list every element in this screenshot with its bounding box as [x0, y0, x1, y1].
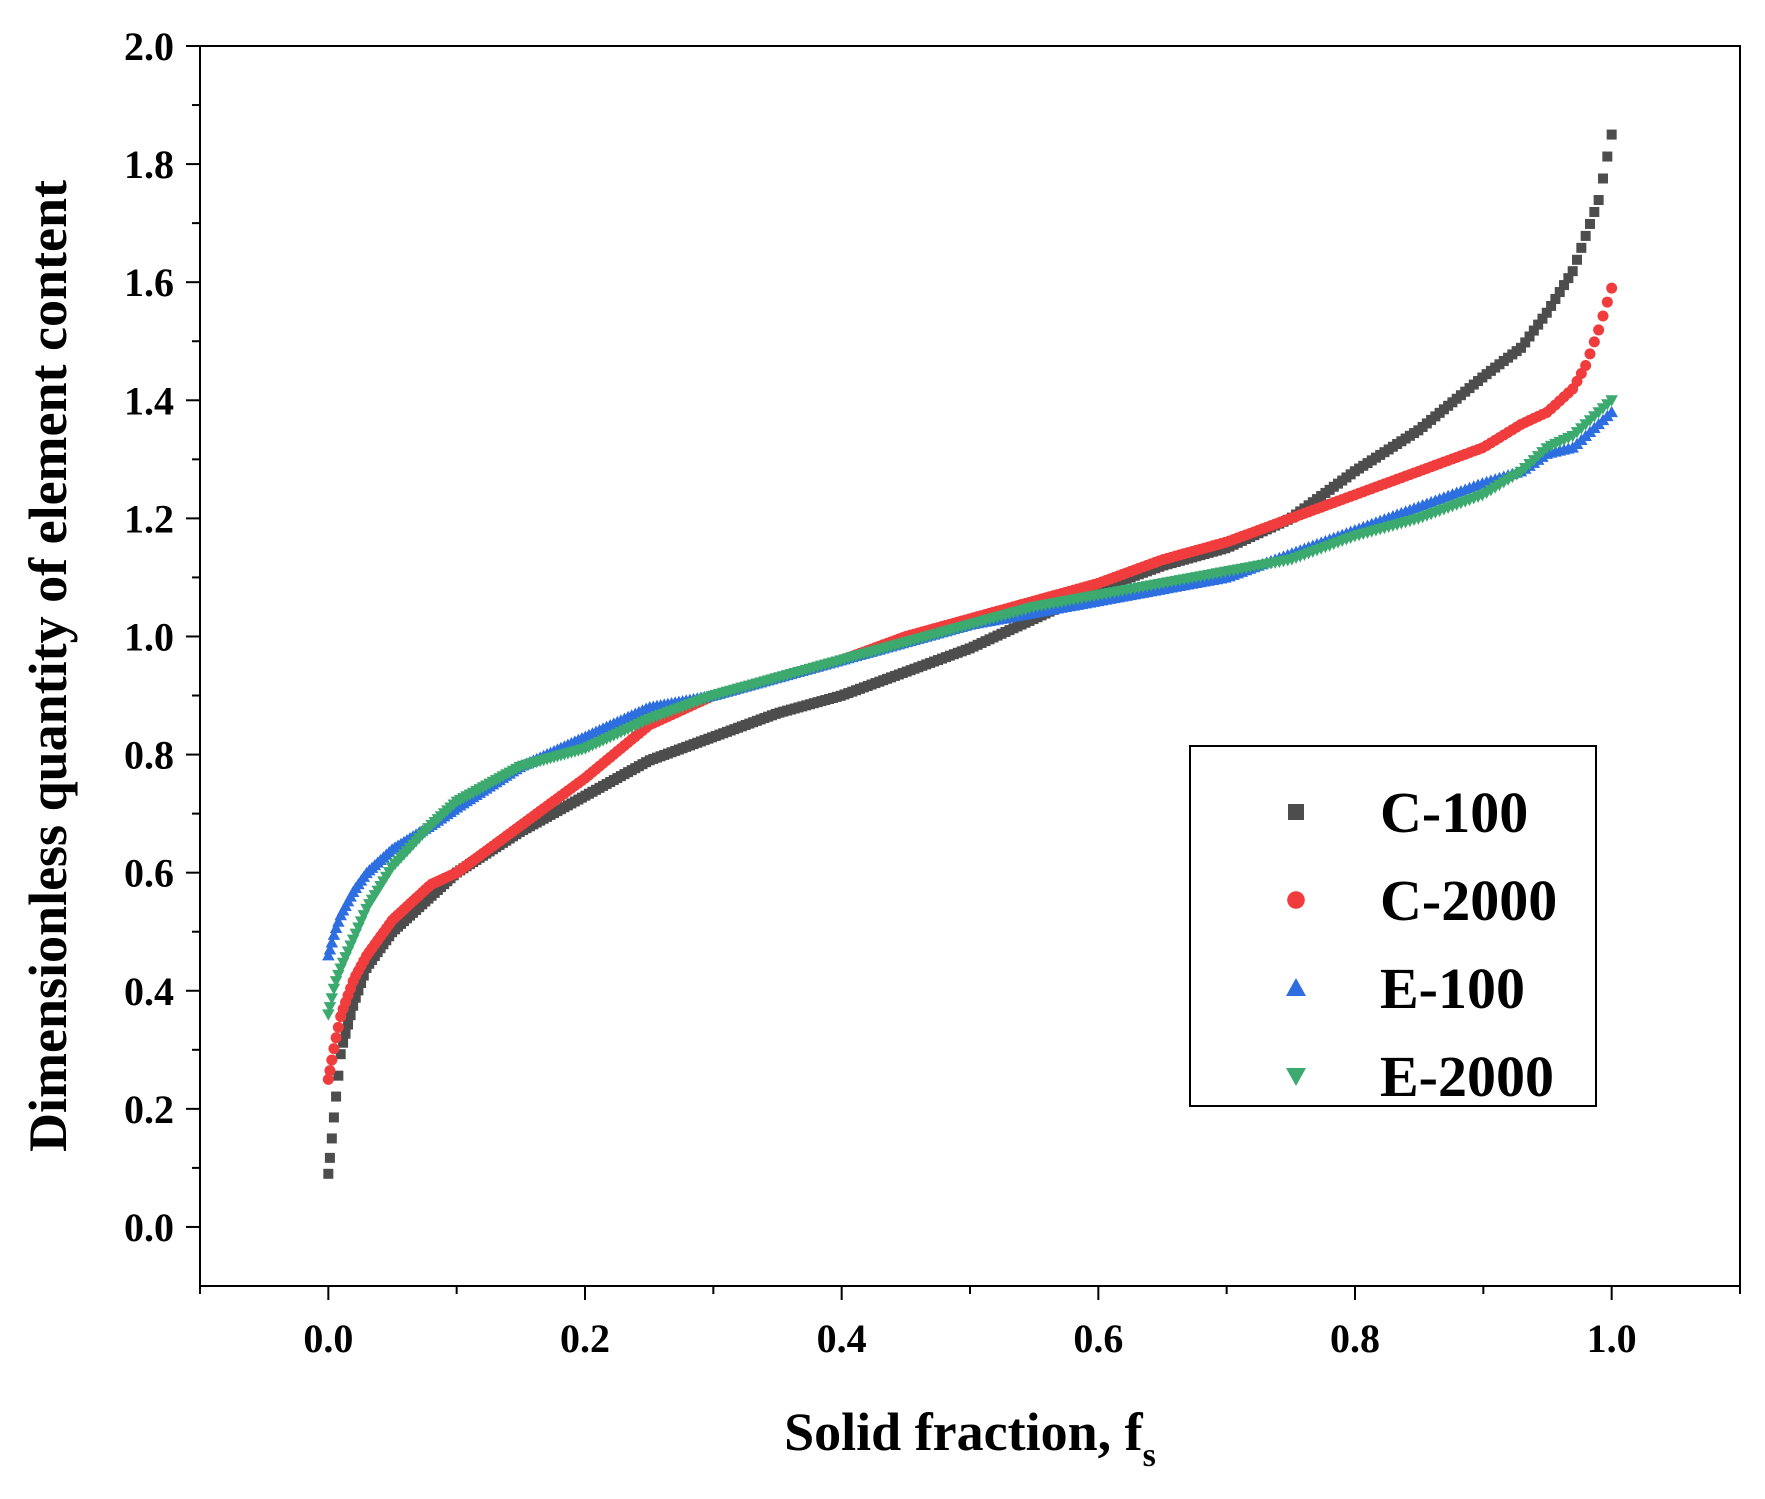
data-point — [328, 1043, 340, 1055]
data-point — [331, 1091, 342, 1102]
data-point — [1567, 266, 1578, 277]
data-point — [324, 1152, 335, 1163]
x-axis-title: Solid fraction, fs — [784, 1402, 1156, 1474]
data-point — [323, 943, 337, 955]
y-tick-label: 1.0 — [124, 614, 174, 659]
data-point — [324, 1065, 336, 1077]
data-point — [1554, 287, 1565, 298]
legend-marker — [1287, 891, 1305, 909]
data-point — [330, 1032, 342, 1044]
data-point — [340, 1028, 351, 1039]
data-point — [1588, 336, 1600, 348]
data-point — [358, 970, 369, 981]
x-axis-title-main: Solid fraction, f — [784, 1402, 1144, 1462]
data-point — [348, 1000, 359, 1011]
data-point — [335, 1049, 346, 1060]
data-point — [326, 1133, 337, 1144]
data-point — [1593, 324, 1605, 336]
data-point — [327, 928, 341, 940]
data-point — [322, 1073, 334, 1085]
data-point — [326, 1054, 338, 1066]
legend-label: C-2000 — [1380, 868, 1557, 933]
legend-marker — [1286, 1068, 1306, 1086]
data-point — [1541, 307, 1552, 318]
data-point — [332, 915, 345, 927]
data-point — [1605, 405, 1618, 418]
data-point — [1606, 129, 1617, 140]
data-point — [327, 983, 341, 996]
y-axis-title: Dimensionless quantity of element conten… — [18, 180, 78, 1152]
data-point — [328, 1112, 339, 1123]
data-point — [1601, 296, 1613, 308]
data-point — [325, 936, 339, 948]
data-point — [1589, 206, 1600, 217]
legend-marker — [1286, 978, 1306, 996]
data-point — [1606, 282, 1618, 294]
x-tick-label: 0.2 — [560, 1316, 610, 1361]
y-tick-label: 1.4 — [124, 378, 174, 423]
legend-marker — [1288, 804, 1304, 820]
data-point — [1580, 359, 1592, 371]
data-point — [1524, 331, 1535, 342]
y-tick-label: 0.0 — [124, 1205, 174, 1250]
data-point — [332, 1021, 344, 1033]
y-tick-label: 0.4 — [124, 969, 174, 1014]
data-point — [1528, 325, 1539, 336]
legend-box — [1189, 745, 1597, 1107]
y-tick-label: 0.8 — [124, 733, 174, 778]
legend: C-100 C-2000 E-100 E-2000 — [1189, 745, 1597, 1109]
series-E-2000 — [322, 395, 1618, 1021]
x-axis-title-subscript: s — [1143, 1437, 1156, 1474]
data-point — [322, 1009, 335, 1021]
data-point — [1563, 273, 1574, 284]
data-point — [333, 1070, 344, 1081]
data-point — [1559, 280, 1570, 291]
data-point — [322, 949, 335, 961]
data-point — [1576, 242, 1587, 253]
x-tick-label: 0.8 — [1330, 1316, 1380, 1361]
data-point — [1520, 337, 1531, 348]
legend-label: E-100 — [1380, 956, 1525, 1021]
data-point — [356, 978, 367, 989]
x-tick-label: 0.6 — [1073, 1316, 1123, 1361]
data-point — [1580, 230, 1591, 241]
data-point — [1597, 173, 1608, 184]
y-tick-label: 2.0 — [124, 24, 174, 69]
y-tick-label: 1.8 — [124, 142, 174, 187]
x-tick-label: 1.0 — [1587, 1316, 1637, 1361]
data-point — [1533, 319, 1544, 330]
y-tick-label: 1.2 — [124, 496, 174, 541]
data-point — [1593, 195, 1604, 206]
data-point — [1605, 395, 1618, 407]
data-point — [343, 1019, 354, 1030]
data-point — [1572, 254, 1583, 265]
plot-markers — [322, 129, 1618, 1179]
legend-label: C-100 — [1380, 780, 1528, 845]
data-point — [1515, 342, 1526, 353]
x-axis: 0.0 0.2 0.4 0.6 0.8 1.0 — [199, 1286, 1741, 1361]
data-point — [1584, 348, 1596, 360]
y-axis: 0.0 0.2 0.4 0.6 0.8 1.0 1.2 1.4 1.6 1.8 2.0 — [124, 24, 200, 1250]
data-point — [323, 1002, 337, 1014]
data-point — [329, 921, 343, 934]
data-point — [1546, 300, 1557, 311]
data-point — [1550, 293, 1561, 304]
data-point — [345, 1010, 356, 1021]
data-point — [325, 993, 339, 1005]
data-point — [338, 1037, 349, 1048]
x-tick-label: 0.4 — [817, 1316, 867, 1361]
y-tick-label: 1.6 — [124, 260, 174, 305]
legend-label: E-2000 — [1380, 1044, 1554, 1109]
data-point — [1584, 218, 1595, 229]
x-tick-label: 0.0 — [303, 1316, 353, 1361]
data-point — [1602, 151, 1613, 162]
y-tick-label: 0.2 — [124, 1087, 174, 1132]
data-point — [323, 1168, 334, 1179]
data-point — [350, 992, 361, 1003]
data-point — [1597, 310, 1609, 322]
data-point — [1537, 313, 1548, 324]
data-point — [353, 985, 364, 996]
y-tick-label: 0.6 — [124, 851, 174, 896]
